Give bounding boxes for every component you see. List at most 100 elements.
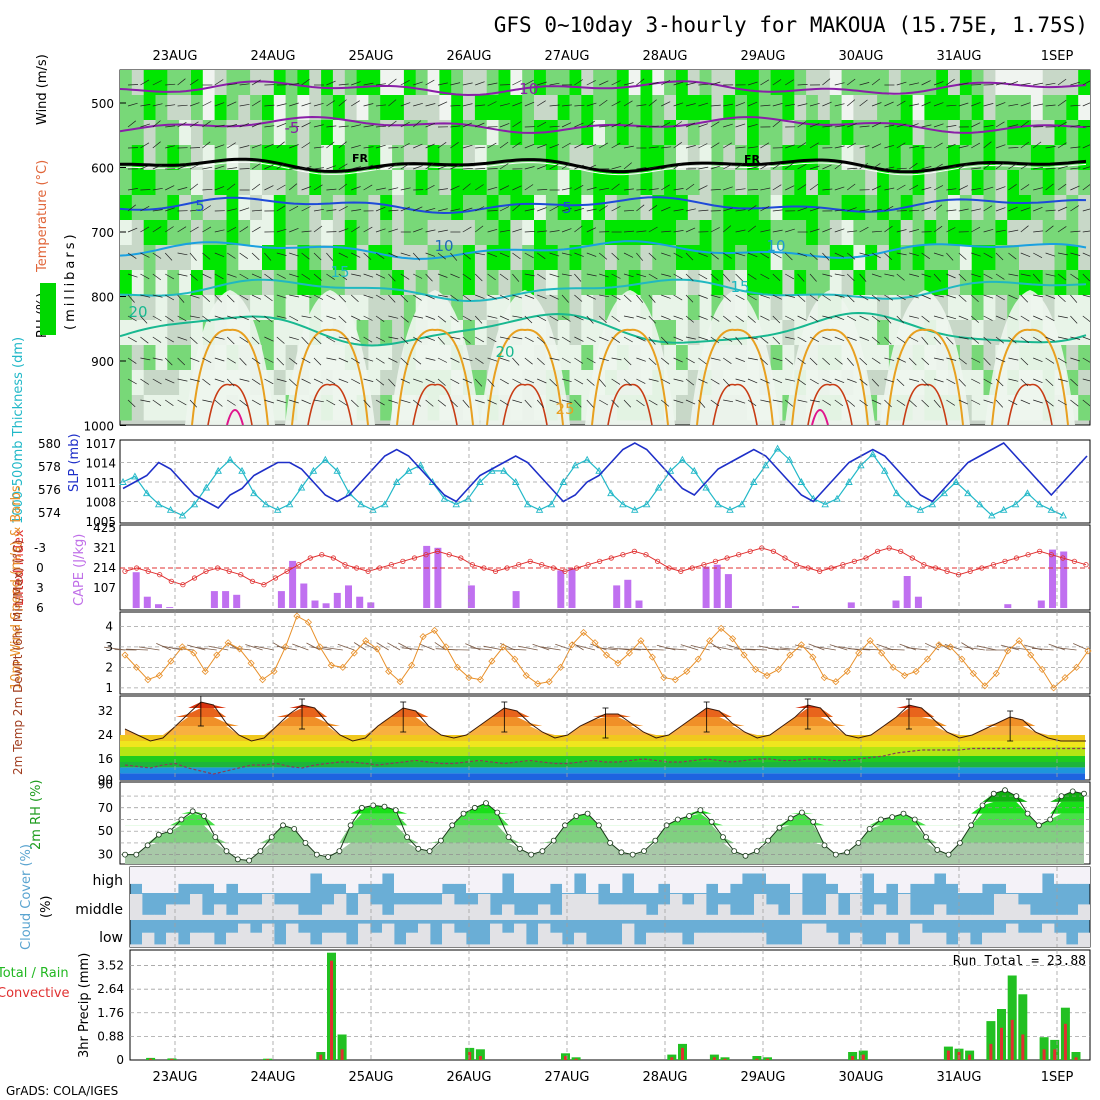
wind-barb	[1057, 399, 1067, 406]
wind-barb	[822, 101, 832, 107]
rh-cell	[143, 220, 157, 246]
isotherm-25-contour	[591, 328, 669, 425]
wind-speed-marker	[637, 637, 645, 645]
rh-area	[125, 813, 1084, 826]
precip-convective-bar	[478, 1056, 482, 1060]
wind-barb	[636, 273, 647, 278]
thickness-marker	[178, 511, 187, 519]
wind-barb	[574, 164, 584, 170]
top-date-label: 25AUG	[348, 49, 393, 64]
wind-barb	[1033, 336, 1042, 343]
rh-cell	[439, 220, 452, 246]
precip-convective-bar	[681, 1047, 684, 1060]
wind-barb	[785, 336, 795, 340]
cloud-clear-cell	[502, 867, 515, 874]
rh-cell	[191, 220, 204, 246]
wind-barb	[611, 100, 621, 107]
cloud-clear-cell	[1054, 932, 1067, 947]
wind-barb	[760, 336, 769, 344]
rh-cell	[427, 70, 440, 96]
lifted-index-marker	[434, 548, 441, 554]
wind-barb	[970, 336, 980, 344]
rh-cell	[557, 170, 571, 196]
wind-barb	[909, 378, 919, 382]
lifted-index-marker	[654, 558, 661, 564]
rh-cell	[569, 170, 582, 196]
rh-marker	[358, 804, 365, 811]
rh-cell	[593, 245, 606, 271]
rh-cell	[356, 95, 369, 121]
thickness-tick-label: 580	[38, 437, 61, 451]
wind-barb	[698, 399, 706, 408]
wind-barb	[475, 146, 486, 149]
cloud-clear-cell	[394, 944, 407, 947]
wind-barb	[375, 357, 385, 364]
wind-barb	[673, 102, 684, 107]
rh-marker	[641, 848, 647, 854]
wind-barb	[970, 315, 979, 323]
wind-barb	[1033, 206, 1043, 212]
wind-barb	[884, 294, 894, 301]
cloud-clear-cell	[490, 867, 503, 893]
rh-cell	[735, 170, 748, 196]
wind-barb	[313, 315, 323, 322]
thickness-marker	[369, 505, 377, 513]
wind-barb	[722, 378, 731, 387]
wind-barb	[1057, 294, 1066, 302]
lifted-index-marker	[284, 568, 290, 574]
wind-barb	[785, 273, 795, 280]
wind-barb	[536, 252, 546, 260]
wind-barb	[301, 122, 311, 128]
wind-barb	[227, 315, 237, 320]
wind-barb	[338, 357, 349, 363]
wind-barb	[983, 205, 993, 212]
cloud-clear-cell	[370, 904, 383, 920]
wind-barb	[1008, 294, 1018, 300]
rh-cell	[238, 270, 251, 296]
wind-barb	[747, 81, 758, 86]
cloud-clear-cell	[934, 932, 947, 947]
wind-barb	[264, 336, 274, 342]
rh-cell	[829, 70, 843, 96]
wind-barb	[586, 336, 596, 343]
rh-cell	[380, 320, 393, 346]
rh-cell	[356, 170, 369, 196]
rh-cell	[1007, 245, 1020, 271]
rh-cell	[380, 295, 393, 321]
cape-bar	[233, 594, 241, 608]
precip-total-label: Total / Rain	[0, 966, 69, 981]
lifted-index-marker	[400, 558, 406, 564]
wind-barb	[1033, 399, 1043, 404]
wind-barb	[512, 142, 521, 149]
rh-cell	[747, 220, 760, 246]
wind-barb	[995, 102, 1006, 107]
rh-marker	[494, 809, 501, 816]
wind-barb	[375, 252, 385, 259]
wind-barb	[1033, 103, 1044, 107]
rh-cell	[758, 120, 772, 146]
wind-barb	[413, 81, 423, 86]
wind-barb	[1020, 273, 1031, 277]
wind-barb	[586, 187, 597, 191]
rh-cell	[451, 145, 464, 171]
wind-barb	[1020, 82, 1031, 86]
rh-cell	[1030, 170, 1044, 196]
wind-barb	[537, 165, 547, 170]
isotherm-line	[120, 115, 1087, 134]
wind-barb	[884, 252, 893, 260]
lifted-index-marker	[469, 562, 475, 568]
cloud-clear-cell	[574, 932, 587, 947]
wind-speed-marker	[281, 643, 290, 651]
wind-barb	[177, 226, 187, 233]
rh-marker	[1081, 790, 1087, 797]
rh-marker	[280, 822, 286, 829]
wind-barb	[1020, 120, 1030, 128]
cloud-clear-cell	[922, 914, 935, 920]
rh-cell	[392, 320, 405, 346]
wind-barb	[797, 121, 807, 128]
wind-barb	[338, 205, 348, 212]
rh-cell	[262, 195, 275, 221]
rh-cell	[262, 170, 275, 196]
cloud-clear-cell	[142, 914, 155, 920]
wind-barb	[561, 273, 572, 277]
